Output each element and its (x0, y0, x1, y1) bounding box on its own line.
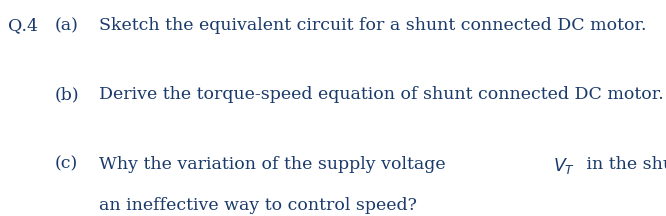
Text: (b): (b) (55, 86, 79, 103)
Text: (c): (c) (55, 156, 78, 173)
Text: Why the variation of the supply voltage: Why the variation of the supply voltage (99, 156, 451, 173)
Text: Derive the torque-speed equation of shunt connected DC motor.: Derive the torque-speed equation of shun… (99, 86, 663, 103)
Text: Q.4: Q.4 (8, 17, 38, 34)
Text: in the shunt connected DC motor is: in the shunt connected DC motor is (581, 156, 666, 173)
Text: an ineffective way to control speed?: an ineffective way to control speed? (99, 197, 416, 214)
Text: $V_T$: $V_T$ (553, 156, 575, 176)
Text: Sketch the equivalent circuit for a shunt connected DC motor.: Sketch the equivalent circuit for a shun… (99, 17, 646, 34)
Text: (a): (a) (55, 17, 79, 34)
